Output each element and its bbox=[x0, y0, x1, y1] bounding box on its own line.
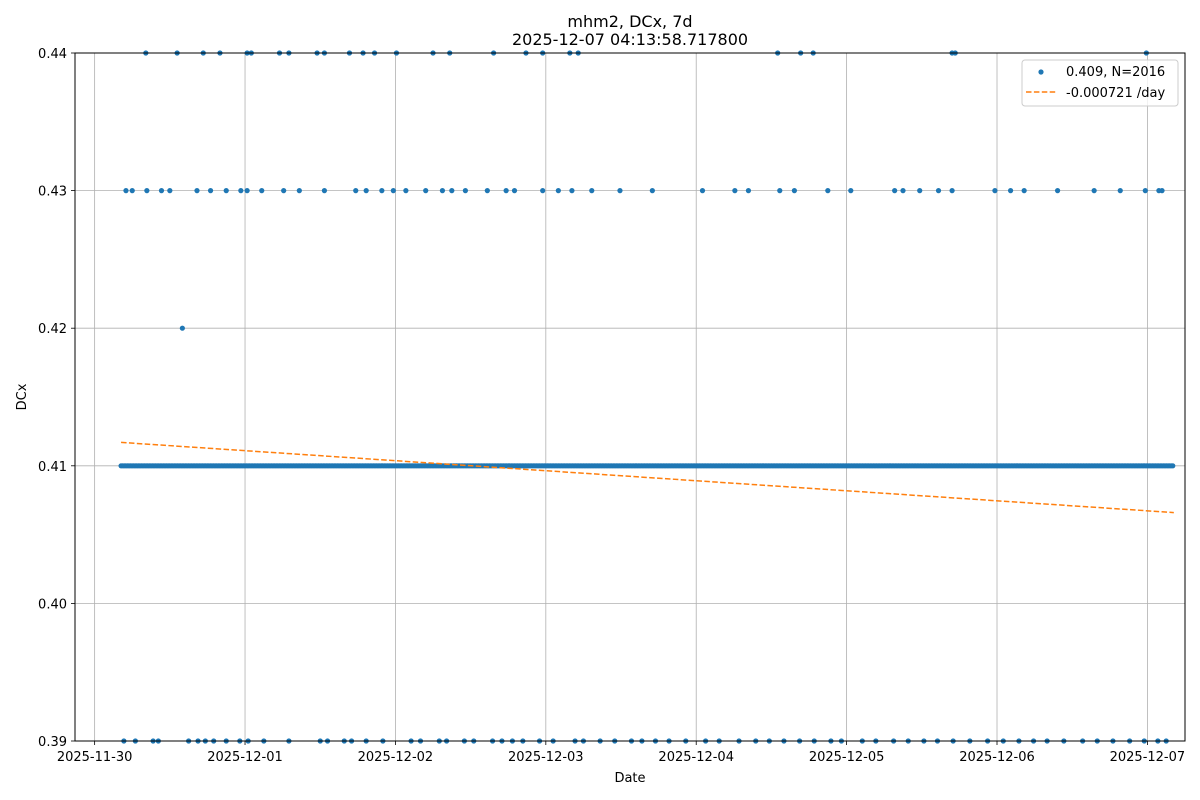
data-point bbox=[589, 188, 595, 194]
data-point bbox=[423, 188, 429, 194]
data-point bbox=[281, 188, 287, 194]
data-point bbox=[179, 325, 185, 331]
data-point bbox=[144, 188, 150, 194]
data-point bbox=[503, 188, 509, 194]
data-point bbox=[649, 188, 655, 194]
legend: 0.409, N=2016 -0.000721 /day bbox=[1021, 59, 1179, 107]
data-point bbox=[259, 188, 265, 194]
x-tick-label: 2025-12-05 bbox=[809, 750, 885, 765]
data-point bbox=[1054, 188, 1061, 194]
legend-marker-points bbox=[1038, 69, 1044, 75]
data-point bbox=[745, 188, 752, 194]
legend-label-trend: -0.000721 /day bbox=[1066, 86, 1165, 101]
data-point bbox=[238, 188, 244, 194]
data-point bbox=[555, 188, 561, 194]
y-tick-label: 0.39 bbox=[38, 735, 67, 750]
trend-line bbox=[121, 441, 1174, 514]
data-point bbox=[617, 188, 623, 194]
chart-title: mhm2, DCx, 7d bbox=[567, 12, 692, 31]
legend-label-points: 0.409, N=2016 bbox=[1066, 65, 1165, 80]
data-point bbox=[1117, 188, 1123, 194]
data-point bbox=[321, 188, 328, 194]
data-point bbox=[167, 188, 173, 194]
data-point bbox=[363, 188, 369, 194]
plot-frame bbox=[74, 52, 1186, 742]
legend-box bbox=[1021, 59, 1179, 107]
y-axis: 0.39 0.40 0.41 0.42 0.43 0.44 bbox=[38, 47, 75, 750]
data-point bbox=[244, 188, 250, 194]
x-tick-label: 2025-12-06 bbox=[959, 750, 1035, 765]
data-point bbox=[1170, 463, 1176, 469]
data-point bbox=[484, 188, 490, 194]
data-point bbox=[462, 188, 468, 194]
y-axis-label: DCx bbox=[15, 383, 30, 410]
data-point bbox=[732, 188, 738, 194]
data-point bbox=[1159, 188, 1165, 194]
data-point bbox=[1091, 188, 1097, 194]
chart-subtitle: 2025-12-07 04:13:58.717800 bbox=[512, 30, 748, 49]
x-tick-label: 2025-12-04 bbox=[658, 750, 734, 765]
data-point bbox=[223, 188, 229, 194]
data-point bbox=[158, 188, 165, 194]
x-tick-label: 2025-12-01 bbox=[207, 750, 283, 765]
data-point bbox=[949, 188, 955, 194]
data-point bbox=[791, 188, 797, 194]
data-point bbox=[194, 188, 200, 194]
data-point bbox=[777, 188, 783, 194]
y-tick-label: 0.44 bbox=[38, 47, 67, 62]
x-tick-label: 2025-12-02 bbox=[358, 750, 434, 765]
x-tick-label: 2025-11-30 bbox=[57, 750, 133, 765]
data-point bbox=[699, 188, 706, 194]
data-point bbox=[1007, 188, 1014, 194]
data-point bbox=[569, 188, 575, 194]
data-point bbox=[935, 188, 942, 194]
data-point bbox=[353, 188, 359, 194]
x-tick-label: 2025-12-07 bbox=[1110, 750, 1186, 765]
data-point bbox=[917, 188, 923, 194]
data-point bbox=[900, 188, 906, 194]
data-point bbox=[892, 188, 898, 194]
data-point bbox=[403, 188, 409, 194]
data-point bbox=[540, 188, 546, 194]
y-tick-label: 0.43 bbox=[38, 185, 67, 200]
data-point bbox=[449, 188, 455, 194]
y-tick-label: 0.41 bbox=[38, 460, 67, 475]
x-axis: 2025-11-30 2025-12-01 2025-12-02 2025-12-03… bbox=[57, 741, 1185, 765]
trend-line-group bbox=[121, 441, 1174, 514]
data-point bbox=[511, 188, 518, 194]
data-point bbox=[439, 188, 446, 194]
y-tick-label: 0.40 bbox=[38, 597, 67, 612]
data-point bbox=[825, 188, 831, 194]
data-point bbox=[1142, 188, 1148, 194]
data-point bbox=[207, 188, 214, 194]
y-tick-label: 0.42 bbox=[38, 322, 67, 337]
data-point bbox=[1021, 188, 1027, 194]
data-point bbox=[123, 188, 129, 194]
data-point bbox=[390, 188, 396, 194]
data-point bbox=[992, 188, 998, 194]
x-axis-label: Date bbox=[614, 771, 645, 786]
x-tick-label: 2025-12-03 bbox=[508, 750, 584, 765]
data-point bbox=[379, 188, 385, 194]
data-point bbox=[129, 188, 135, 194]
data-point bbox=[296, 188, 302, 194]
data-point bbox=[848, 188, 854, 194]
